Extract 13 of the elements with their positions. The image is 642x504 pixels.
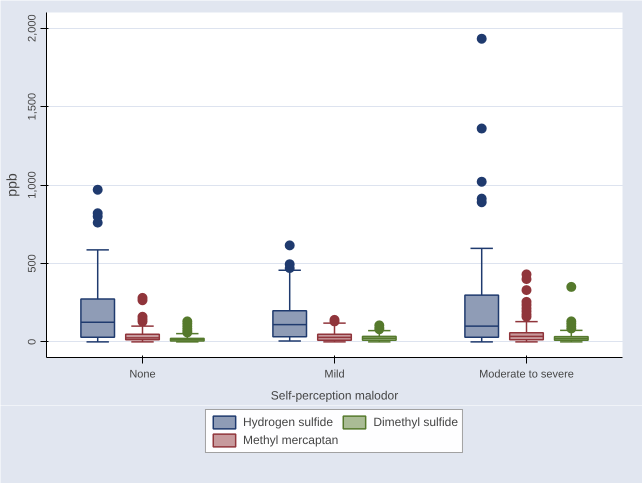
y-tick-label: 2,000 xyxy=(26,14,38,42)
y-tick-label: 500 xyxy=(26,254,38,273)
y-axis-title: ppb xyxy=(4,173,20,197)
x-tick-label: Moderate to severe xyxy=(479,368,574,380)
legend-label: Dimethyl sulfide xyxy=(373,415,458,429)
y-tick-label: 0 xyxy=(26,338,38,345)
x-tick-label: None xyxy=(129,368,156,380)
y-tick-label: 1,000 xyxy=(26,171,38,199)
x-tick-label: Mild xyxy=(324,368,345,380)
legend-label: Methyl mercaptan xyxy=(242,433,338,447)
legend-label: Hydrogen sulfide xyxy=(242,415,334,429)
x-axis-title: Self-perception malodor xyxy=(270,388,398,402)
y-tick-label: 1,500 xyxy=(26,92,38,120)
